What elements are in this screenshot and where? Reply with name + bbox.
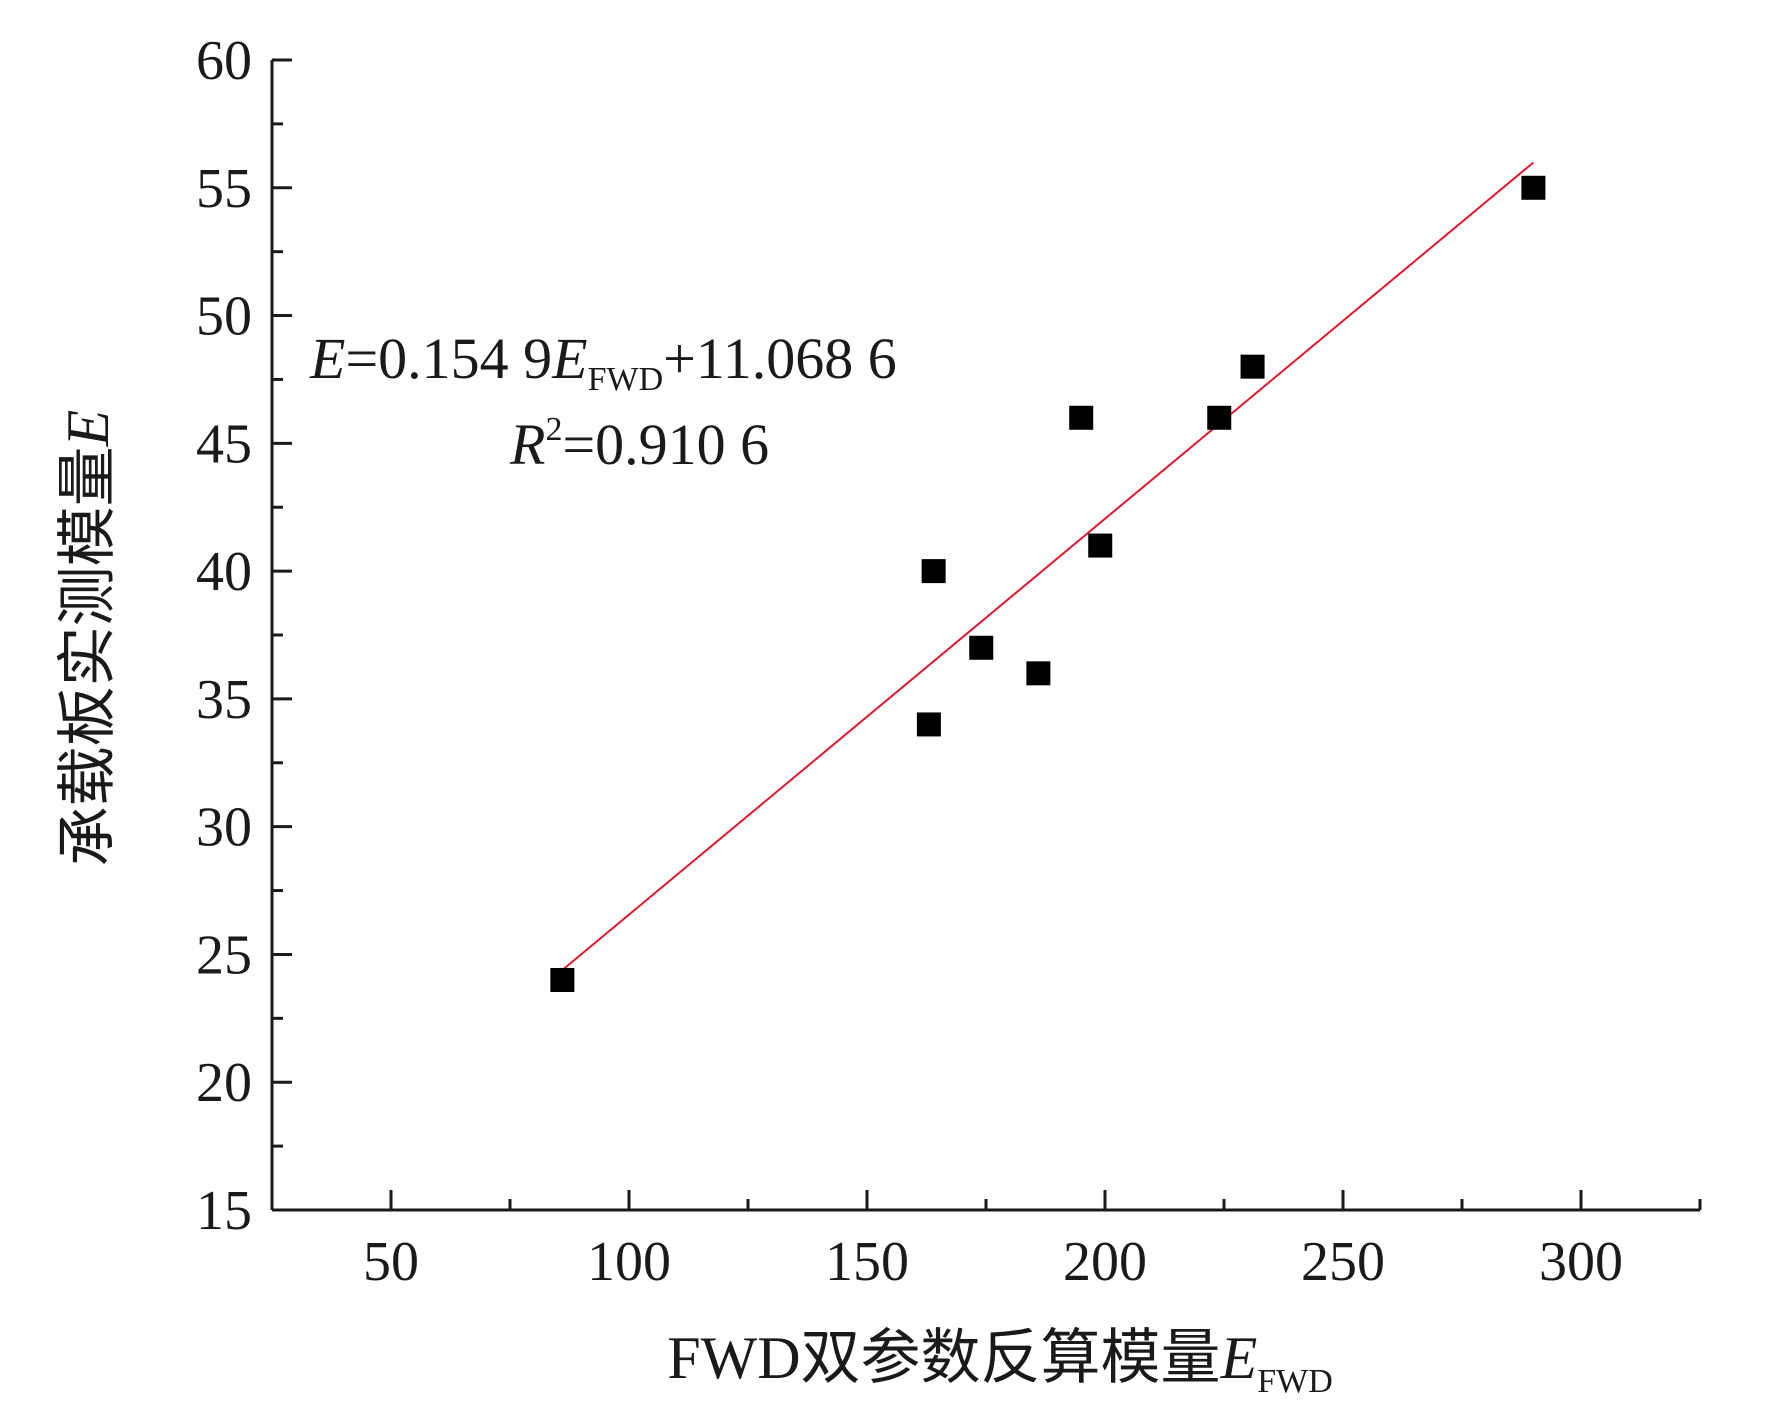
regression-equation: E=0.154 9EFWD+11.068 6 xyxy=(309,326,897,398)
eq-variable-2: E xyxy=(551,326,587,391)
data-point xyxy=(916,712,941,737)
y-tick-label: 20 xyxy=(196,1052,252,1114)
ticks: 50 100 150 200 250 300 15 20 25 30 35 40 45 50 55 60 xyxy=(196,30,1702,1293)
y-tick-label: 15 xyxy=(196,1180,252,1242)
data-point xyxy=(1521,175,1546,200)
y-tick-label: 50 xyxy=(196,286,252,348)
eq-variable: E xyxy=(309,326,345,391)
y-axis-title-variable: E xyxy=(55,410,121,448)
y-axis-title: 承载板实测模量E xyxy=(55,410,121,867)
regression-line xyxy=(561,161,1535,971)
y-tick-label: 35 xyxy=(196,669,252,731)
y-tick-label: 60 xyxy=(196,30,252,92)
x-tick-label: 250 xyxy=(1301,1231,1385,1293)
r2-value: =0.910 6 xyxy=(562,412,769,477)
data-point xyxy=(1026,661,1051,686)
y-axis-title-main: 承载板实测模量 xyxy=(55,446,121,866)
r2-superscript: 2 xyxy=(545,411,562,448)
x-axis-title-main: FWD双参数反算模量 xyxy=(667,1325,1220,1391)
x-axis-title-subscript: FWD xyxy=(1257,1363,1333,1400)
eq-subscript: FWD xyxy=(588,361,664,398)
data-point xyxy=(1088,533,1113,558)
data-point xyxy=(1240,354,1265,379)
data-point xyxy=(1069,405,1094,430)
r-squared-label: R2=0.910 6 xyxy=(509,411,769,477)
y-tick-label: 30 xyxy=(196,797,252,859)
x-axis-title-variable: E xyxy=(1220,1325,1258,1391)
x-tick-label: 300 xyxy=(1539,1231,1623,1293)
eq-intercept: +11.068 6 xyxy=(663,326,897,391)
data-point xyxy=(550,968,575,992)
y-tick-label: 55 xyxy=(196,158,252,220)
eq-slope: =0.154 9 xyxy=(345,326,552,391)
points-layer xyxy=(550,175,1546,992)
r2-variable: R xyxy=(509,412,545,477)
fit-layer xyxy=(561,161,1535,971)
data-point xyxy=(1207,405,1232,430)
x-tick-label: 100 xyxy=(587,1231,671,1293)
y-tick-label: 40 xyxy=(196,541,252,603)
data-point xyxy=(921,559,946,584)
data-point xyxy=(969,635,994,660)
y-tick-label: 25 xyxy=(196,924,252,986)
x-axis-title: FWD双参数反算模量EFWD xyxy=(667,1325,1333,1400)
x-tick-label: 150 xyxy=(825,1231,909,1293)
x-tick-label: 50 xyxy=(363,1231,419,1293)
axes xyxy=(270,60,1700,1212)
x-tick-label: 200 xyxy=(1063,1231,1147,1293)
y-tick-label: 45 xyxy=(196,413,252,475)
